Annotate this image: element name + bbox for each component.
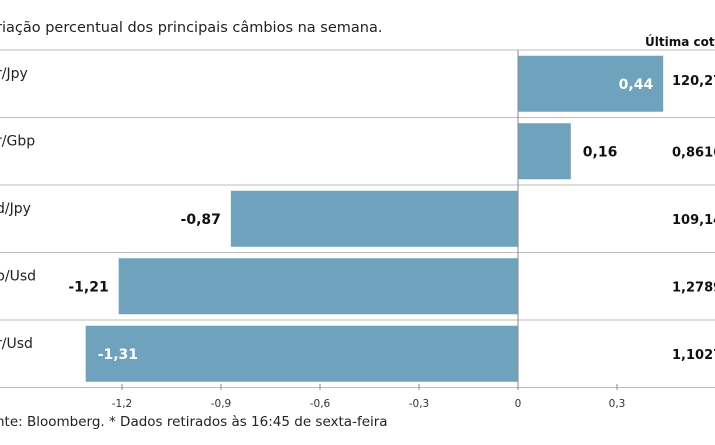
bar — [518, 123, 571, 180]
row-label: r/Jpy — [0, 66, 28, 82]
value-label: -0,87 — [181, 212, 221, 228]
last-quote-value: 109,14 — [672, 213, 715, 228]
last-quote-value: 0,86165 — [672, 145, 715, 160]
row-dividers — [0, 49, 715, 388]
bar — [85, 325, 518, 382]
last-quote-value: 120,27 — [672, 74, 715, 89]
source-note: nte: Bloomberg. * Dados retirados às 16:… — [0, 414, 388, 430]
row-label: d/Jpy — [0, 201, 31, 217]
value-label: -1,21 — [68, 279, 108, 295]
bar — [518, 55, 664, 112]
value-label: 0,44 — [619, 77, 654, 93]
bar — [118, 258, 518, 315]
x-tick-label: -0,9 — [211, 398, 232, 410]
bar — [230, 190, 518, 247]
value-label: 0,16 — [583, 144, 618, 160]
last-quote-value: 1,2789 — [672, 280, 715, 295]
last-quotes: 120,27 0,86165 109,14 1,2789 1,1027 — [672, 74, 715, 363]
last-quote-header: Última cotação* — [645, 34, 715, 49]
row-labels: r/Jpy r/Gbp d/Jpy p/Usd r/Usd — [0, 66, 36, 352]
x-tick-label: 0,3 — [609, 398, 626, 410]
x-axis: -1,2 -0,9 -0,6 -0,3 0 0,3 — [112, 50, 626, 410]
value-label: -1,31 — [98, 347, 138, 363]
x-tick-label: -0,6 — [310, 398, 331, 410]
x-tick-label: -1,2 — [112, 398, 133, 410]
value-labels: 0,44 0,16 -0,87 -1,21 -1,31 — [68, 77, 653, 363]
row-label: p/Usd — [0, 268, 36, 284]
last-quote-value: 1,1027 — [672, 348, 715, 363]
x-tick-label: 0 — [515, 398, 522, 410]
row-label: r/Usd — [0, 336, 33, 352]
chart-subtitle: riação percentual dos principais câmbios… — [0, 20, 382, 36]
x-tick-label: -0,3 — [409, 398, 430, 410]
row-label: r/Gbp — [0, 133, 35, 149]
bars-group — [85, 55, 664, 382]
